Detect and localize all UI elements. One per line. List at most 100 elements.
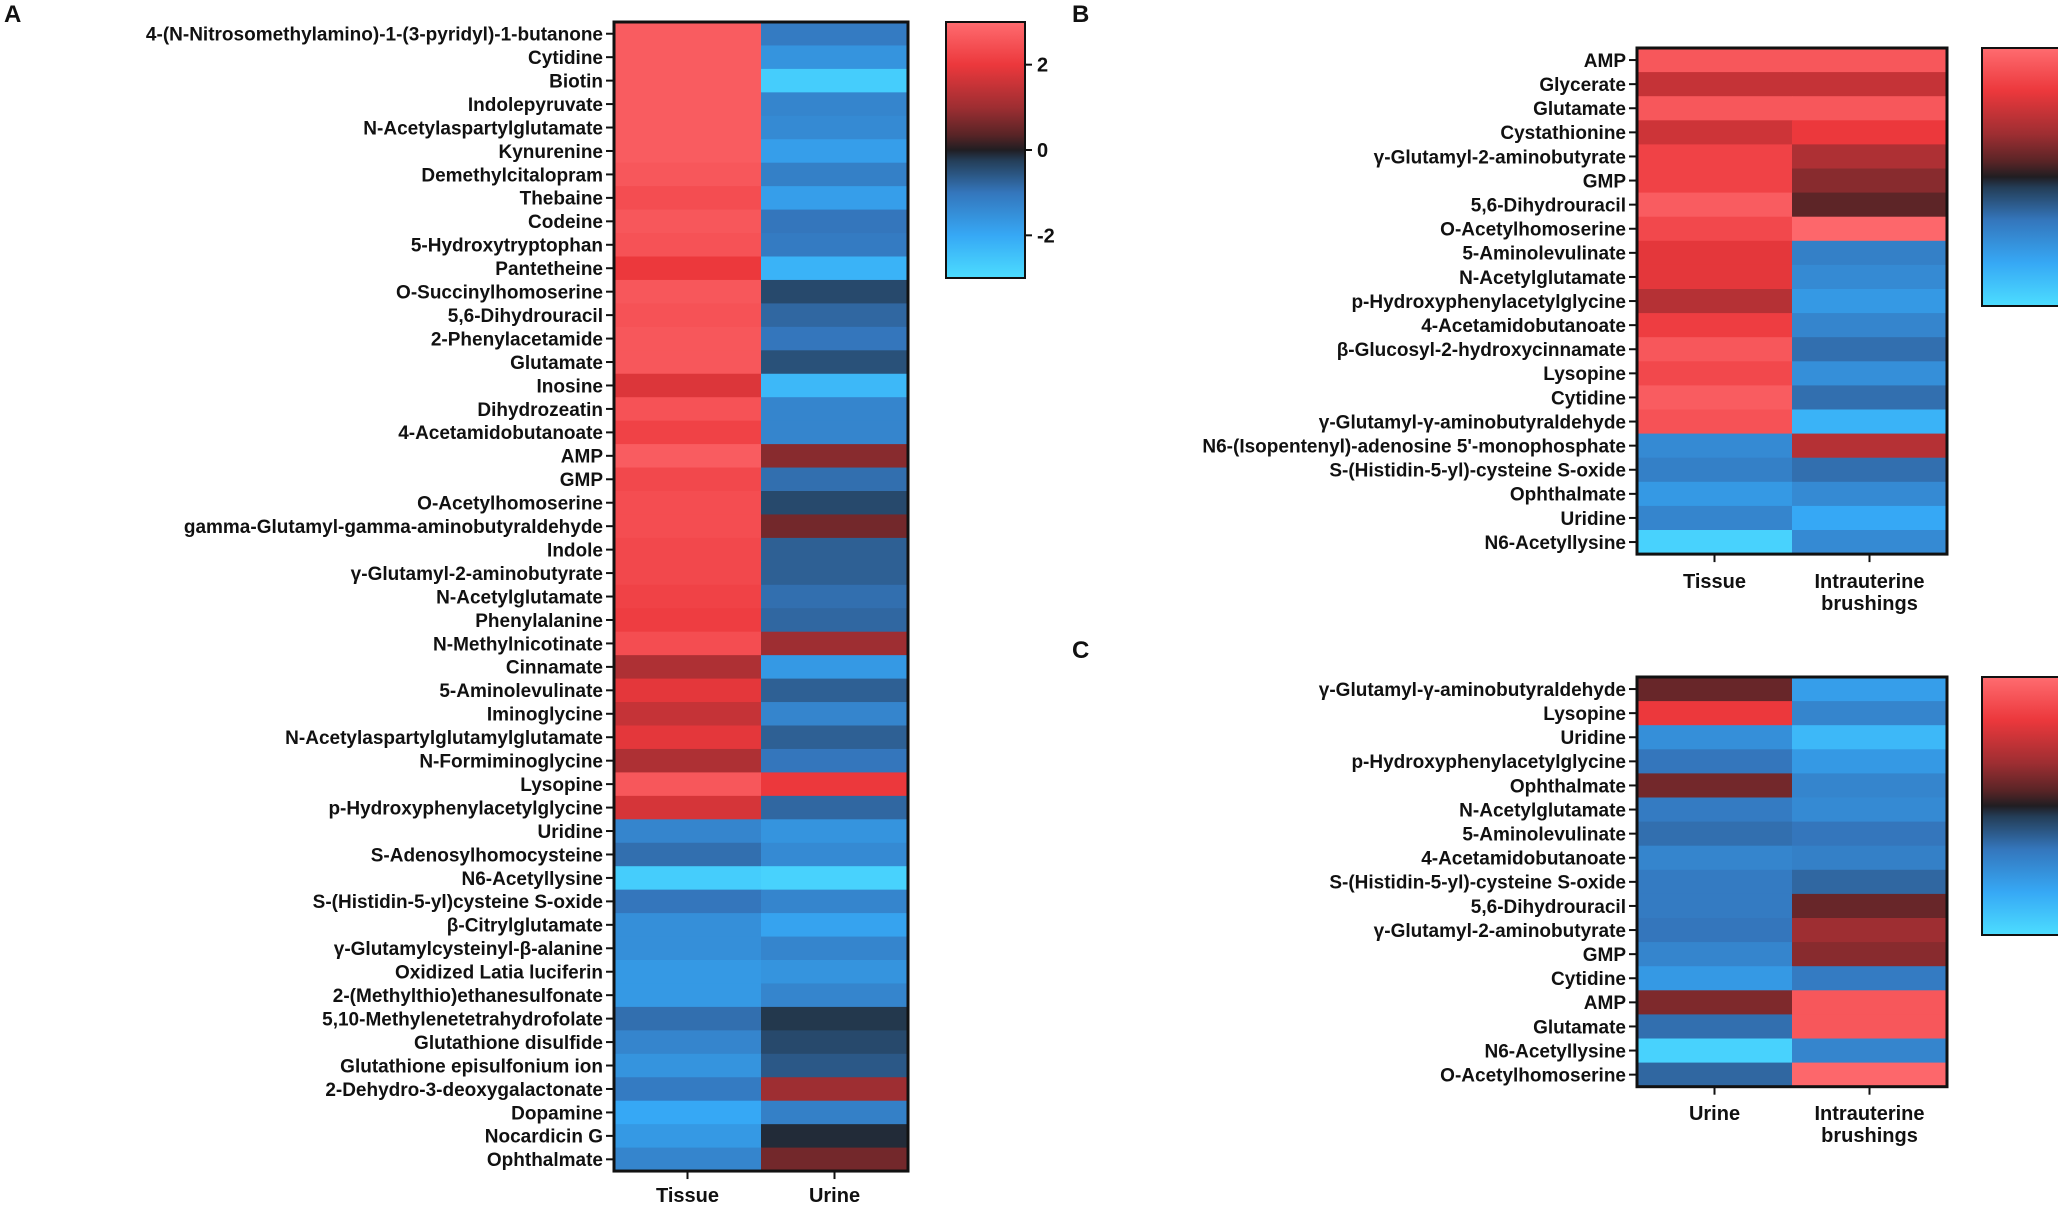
heatmap-cell — [614, 467, 762, 492]
heatmap-cell — [1637, 168, 1793, 194]
heatmap-cell — [761, 584, 909, 609]
heatmap-cell — [1792, 701, 1948, 726]
row-label: AMP — [561, 447, 604, 468]
heatmap-cell — [761, 256, 909, 281]
heatmap-cell — [761, 45, 909, 70]
row-label: Biotin — [549, 71, 603, 92]
heatmap-cell — [1637, 433, 1793, 459]
heatmap-cell — [1792, 893, 1948, 919]
colorbar — [946, 22, 1025, 278]
row-label: N-Acetylaspartylglutamylglutamate — [285, 728, 603, 749]
panel-label: A — [4, 1, 21, 28]
heatmap-cell — [1792, 192, 1948, 218]
heatmap-cell — [761, 326, 909, 351]
heatmap-cell — [1637, 385, 1793, 411]
column-label: Urine — [809, 1185, 860, 1203]
row-label: Pantetheine — [495, 259, 603, 280]
column-label: Intrauterine — [1814, 571, 1924, 593]
heatmap-cell — [761, 1006, 909, 1031]
row-label: β-Glucosyl-2-hydroxycinnamate — [1337, 340, 1626, 361]
row-label: Indole — [547, 540, 603, 561]
colorbar-tick-label: 2 — [1037, 55, 1048, 77]
row-label: γ-Glutamylcysteinyl-β-alanine — [334, 939, 603, 960]
heatmap-cell — [614, 842, 762, 867]
column-label: brushings — [1821, 593, 1918, 615]
row-label: Phenylalanine — [475, 611, 603, 632]
heatmap-cell — [1792, 821, 1948, 847]
row-label: Ophthalmate — [487, 1150, 603, 1171]
heatmap-cell — [1792, 457, 1948, 483]
heatmap-cell — [1637, 797, 1793, 823]
heatmap-cell — [1792, 1062, 1948, 1088]
heatmap-cell — [614, 209, 762, 234]
row-label: AMP — [1584, 993, 1627, 1014]
row-label: γ-Glutamyl-2-aminobutyrate — [351, 564, 603, 585]
heatmap-cell — [1637, 144, 1793, 170]
heatmap-cell — [1637, 48, 1793, 73]
heatmap-panel-c: Cγ-Glutamyl-γ-aminobutyraldehyde Lysopine… — [1072, 637, 2058, 1147]
heatmap-cell — [1637, 893, 1793, 919]
row-label: Glutamate — [510, 353, 603, 374]
heatmap-cell — [1792, 966, 1948, 991]
row-label: γ-Glutamyl-γ-aminobutyraldehyde — [1319, 680, 1626, 701]
row-label: S-(Histidin-5-yl)-cysteine S-oxide — [1329, 873, 1626, 894]
row-label: AMP — [1584, 51, 1627, 72]
row-label: Uridine — [1561, 509, 1626, 530]
heatmap-cell — [614, 1100, 762, 1125]
heatmap-cell — [1792, 361, 1948, 386]
row-label: Inosine — [536, 376, 603, 397]
heatmap-cell — [1792, 48, 1948, 73]
heatmap-cell — [614, 115, 762, 140]
heatmap-cell — [1637, 677, 1793, 702]
heatmap-cell — [614, 1077, 762, 1102]
row-label: γ-Glutamyl-2-aminobutyrate — [1374, 147, 1626, 168]
heatmap-cell — [1792, 264, 1948, 290]
row-label: 2-(Methylthio)ethanesulfonate — [333, 986, 603, 1007]
heatmap-cell — [761, 1077, 909, 1102]
heatmap-cell — [1792, 96, 1948, 121]
heatmap-cell — [761, 68, 909, 93]
heatmap-cell — [614, 279, 762, 304]
heatmap-cell — [614, 678, 762, 703]
heatmap-cell — [614, 608, 762, 633]
heatmap-cell — [1637, 289, 1793, 314]
row-label: Thebaine — [520, 189, 603, 210]
row-label: Indolepyruvate — [468, 95, 603, 116]
heatmap-cell — [614, 631, 762, 656]
row-label: Glycerate — [1539, 75, 1626, 96]
heatmap-cell — [761, 795, 909, 820]
heatmap-cell — [1637, 773, 1793, 799]
heatmap-cell — [1637, 337, 1793, 362]
heatmap-cell — [1792, 409, 1948, 435]
row-label: S-(Histidin-5-yl)-cysteine S-oxide — [1329, 461, 1626, 482]
row-label: N6-Acetyllysine — [1484, 533, 1626, 554]
heatmap-cell — [761, 233, 909, 258]
row-label: Lysopine — [1543, 704, 1626, 725]
row-label: S-(Histidin-5-yl)cysteine S-oxide — [313, 892, 603, 913]
heatmap-cell — [761, 608, 909, 633]
heatmap-cell — [761, 444, 909, 469]
row-label: 2-Phenylacetamide — [431, 329, 603, 350]
heatmap-cell — [761, 1100, 909, 1125]
colorbar-frame — [1981, 676, 2058, 936]
heatmap-cell — [761, 772, 909, 797]
heatmap-cell — [614, 655, 762, 680]
heatmap-cell — [1637, 457, 1793, 483]
row-label: γ-Glutamyl-2-aminobutyrate — [1374, 921, 1626, 942]
heatmap-cell — [761, 279, 909, 304]
heatmap-cell — [1792, 120, 1948, 145]
row-label: Lysopine — [1543, 364, 1626, 385]
heatmap-cell — [761, 889, 909, 914]
row-label: 4-Acetamidobutanoate — [398, 423, 603, 444]
heatmap-cell — [761, 373, 909, 398]
row-label: 4-Acetamidobutanoate — [1421, 849, 1626, 870]
row-label: p-Hydroxyphenylacetylglycine — [328, 798, 603, 819]
row-label: Glutathione episulfonium ion — [340, 1056, 603, 1077]
heatmap-cell — [614, 983, 762, 1008]
row-label: Cytidine — [1551, 388, 1626, 409]
heatmap-cell — [1637, 120, 1793, 145]
row-label: Iminoglycine — [487, 705, 603, 726]
heatmap-cell — [1792, 918, 1948, 943]
heatmap-cell — [761, 139, 909, 164]
